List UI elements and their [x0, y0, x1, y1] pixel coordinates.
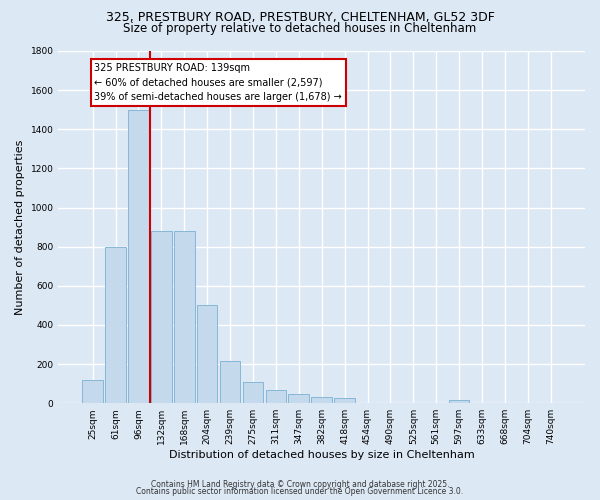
Bar: [311, 398, 332, 403]
Bar: [128, 110, 149, 403]
Bar: [449, 400, 469, 403]
Bar: [151, 231, 172, 403]
Text: 325, PRESTBURY ROAD, PRESTBURY, CHELTENHAM, GL52 3DF: 325, PRESTBURY ROAD, PRESTBURY, CHELTENH…: [106, 11, 494, 24]
Text: 325 PRESTBURY ROAD: 139sqm
← 60% of detached houses are smaller (2,597)
39% of s: 325 PRESTBURY ROAD: 139sqm ← 60% of deta…: [94, 62, 342, 102]
Bar: [334, 398, 355, 403]
Bar: [105, 246, 126, 403]
Bar: [220, 361, 241, 403]
Bar: [242, 382, 263, 403]
Text: Contains public sector information licensed under the Open Government Licence 3.: Contains public sector information licen…: [136, 487, 464, 496]
Bar: [82, 380, 103, 403]
X-axis label: Distribution of detached houses by size in Cheltenham: Distribution of detached houses by size …: [169, 450, 475, 460]
Bar: [266, 390, 286, 403]
Text: Size of property relative to detached houses in Cheltenham: Size of property relative to detached ho…: [124, 22, 476, 35]
Bar: [174, 231, 194, 403]
Bar: [289, 394, 309, 403]
Text: Contains HM Land Registry data © Crown copyright and database right 2025.: Contains HM Land Registry data © Crown c…: [151, 480, 449, 489]
Y-axis label: Number of detached properties: Number of detached properties: [15, 140, 25, 315]
Bar: [197, 306, 217, 403]
